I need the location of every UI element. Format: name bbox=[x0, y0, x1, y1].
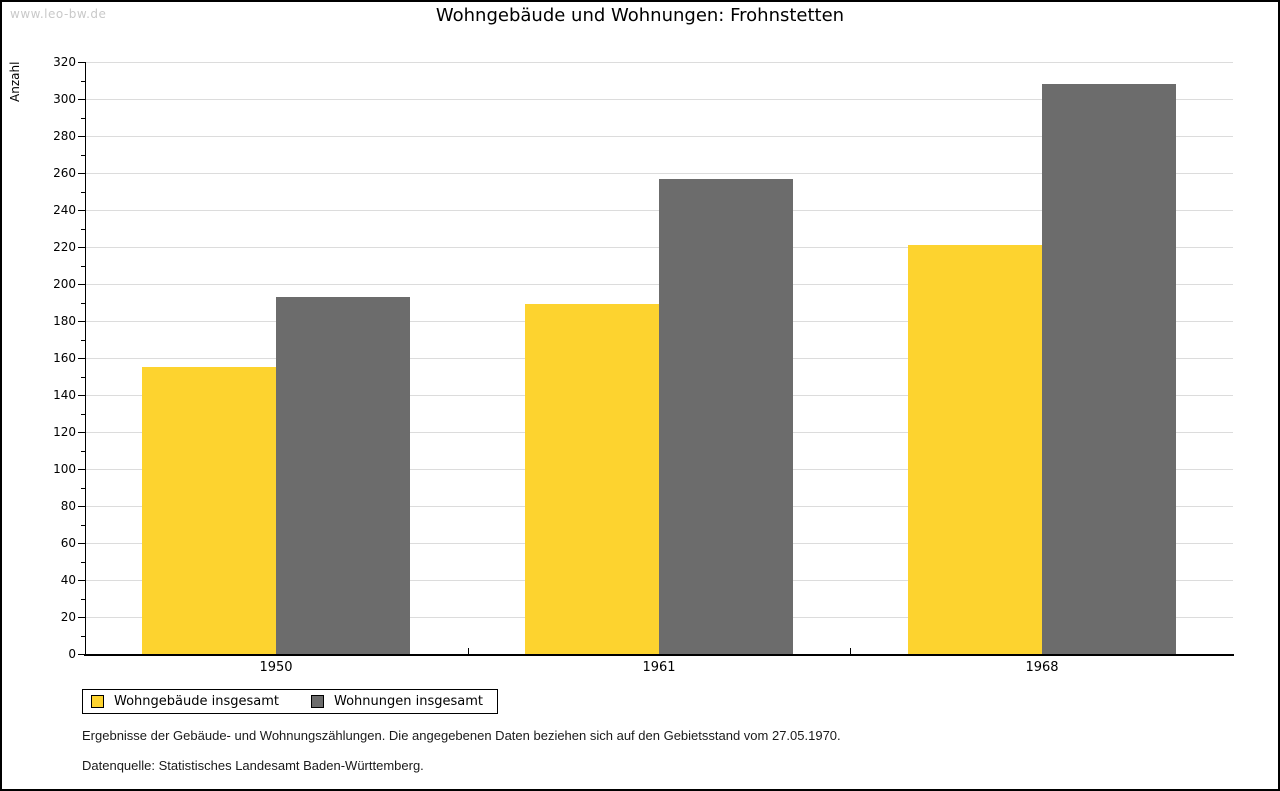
bar-wohnungen-1950 bbox=[276, 296, 410, 654]
y-minor-tick-210 bbox=[81, 265, 85, 267]
x-tick-label-1961: 1961 bbox=[642, 660, 676, 675]
y-tick-label-240: 240 bbox=[53, 203, 76, 217]
y-minor-tick-90 bbox=[81, 487, 85, 489]
y-major-tick-200 bbox=[78, 284, 85, 285]
bar-wohnungen-1968 bbox=[1042, 84, 1176, 654]
y-tick-label-0: 0 bbox=[68, 647, 76, 661]
y-minor-tick-290 bbox=[81, 117, 85, 119]
bar-wohngebäude-1950 bbox=[142, 367, 276, 655]
y-major-tick-260 bbox=[78, 173, 85, 174]
chart-title: Wohngebäude und Wohnungen: Frohnstetten bbox=[435, 5, 845, 26]
legend-item-wohnungen: Wohnungen insgesamt bbox=[311, 694, 483, 709]
gridline-y-280 bbox=[85, 136, 1233, 137]
y-tick-label-20: 20 bbox=[60, 610, 76, 624]
x-tick-label-1968: 1968 bbox=[1025, 660, 1059, 675]
y-minor-tick-10 bbox=[81, 635, 85, 637]
y-axis-line bbox=[85, 62, 86, 655]
y-major-tick-100 bbox=[78, 469, 85, 470]
y-major-tick-320 bbox=[78, 62, 85, 63]
y-major-tick-180 bbox=[78, 321, 85, 322]
footnote-line-1: Ergebnisse der Gebäude- und Wohnungszähl… bbox=[82, 728, 841, 743]
y-minor-tick-130 bbox=[81, 413, 85, 415]
y-major-tick-160 bbox=[78, 358, 85, 359]
legend-swatch-yellow bbox=[91, 695, 104, 708]
y-tick-label-140: 140 bbox=[53, 388, 76, 402]
gridline-y-260 bbox=[85, 173, 1233, 174]
y-tick-label-160: 160 bbox=[53, 351, 76, 365]
legend-item-wohngebaeude: Wohngebäude insgesamt bbox=[91, 694, 279, 709]
y-minor-tick-110 bbox=[81, 450, 85, 452]
x-axis-category-tick-2 bbox=[850, 648, 851, 654]
y-major-tick-140 bbox=[78, 395, 85, 396]
y-tick-label-200: 200 bbox=[53, 277, 76, 291]
y-major-tick-300 bbox=[78, 99, 85, 100]
plot-area: 320 300 280 260 240 220 200 180 160 140 120 100 80 60… bbox=[53, 55, 1234, 675]
y-tick-label-180: 180 bbox=[53, 314, 76, 328]
y-major-tick-40 bbox=[78, 580, 85, 581]
y-major-tick-240 bbox=[78, 210, 85, 211]
legend-label-wohngebaeude: Wohngebäude insgesamt bbox=[114, 694, 279, 709]
bar-wohnungen-1961 bbox=[659, 178, 793, 654]
y-tick-label-80: 80 bbox=[60, 499, 76, 513]
y-tick-label-120: 120 bbox=[53, 425, 76, 439]
bar-wohngebäude-1961 bbox=[525, 304, 659, 654]
gridline-y-300 bbox=[85, 99, 1233, 100]
x-axis-category-tick-1 bbox=[468, 648, 469, 654]
x-axis-line bbox=[84, 654, 1234, 656]
y-minor-tick-250 bbox=[81, 191, 85, 193]
y-major-tick-60 bbox=[78, 543, 85, 544]
y-minor-tick-310 bbox=[81, 80, 85, 82]
y-axis-title: Anzahl bbox=[8, 61, 22, 102]
legend-swatch-gray bbox=[311, 695, 324, 708]
x-tick-label-1950: 1950 bbox=[259, 660, 293, 675]
y-major-tick-80 bbox=[78, 506, 85, 507]
y-minor-tick-190 bbox=[81, 302, 85, 304]
bar-wohngebäude-1968 bbox=[908, 245, 1042, 654]
legend: Wohngebäude insgesamt Wohnungen insgesam… bbox=[82, 689, 498, 714]
y-tick-label-320: 320 bbox=[53, 55, 76, 69]
y-minor-tick-150 bbox=[81, 376, 85, 378]
y-major-tick-120 bbox=[78, 432, 85, 433]
gridline-y-320 bbox=[85, 62, 1233, 63]
y-minor-tick-30 bbox=[81, 598, 85, 600]
y-minor-tick-70 bbox=[81, 524, 85, 526]
y-major-tick-220 bbox=[78, 247, 85, 248]
y-major-tick-20 bbox=[78, 617, 85, 618]
y-major-tick-0 bbox=[78, 654, 85, 655]
y-minor-tick-50 bbox=[81, 561, 85, 563]
y-tick-label-60: 60 bbox=[60, 536, 76, 550]
y-major-tick-280 bbox=[78, 136, 85, 137]
y-tick-label-300: 300 bbox=[53, 92, 76, 106]
legend-label-wohnungen: Wohnungen insgesamt bbox=[334, 694, 483, 709]
y-tick-label-260: 260 bbox=[53, 166, 76, 180]
y-tick-label-100: 100 bbox=[53, 462, 76, 476]
watermark-text: www.leo-bw.de bbox=[10, 7, 107, 21]
y-minor-tick-170 bbox=[81, 339, 85, 341]
y-tick-label-220: 220 bbox=[53, 240, 76, 254]
y-tick-label-40: 40 bbox=[60, 573, 76, 587]
y-minor-tick-270 bbox=[81, 154, 85, 156]
y-tick-label-280: 280 bbox=[53, 129, 76, 143]
y-minor-tick-230 bbox=[81, 228, 85, 230]
footnote-line-2: Datenquelle: Statistisches Landesamt Bad… bbox=[82, 758, 424, 773]
